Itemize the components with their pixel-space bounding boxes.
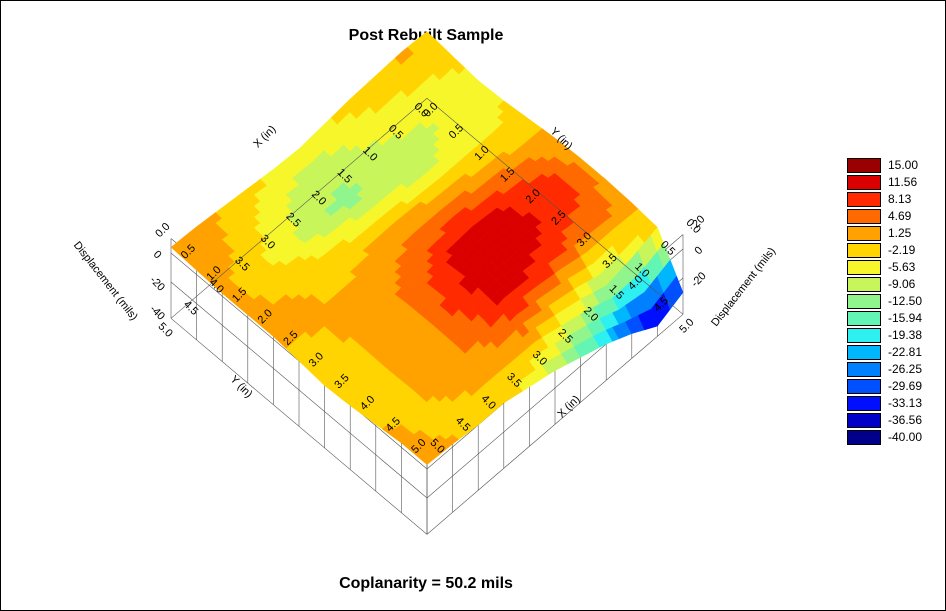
- y-axis-title: Y (in): [228, 373, 255, 400]
- z-axis-title-right: Displacement (mils): [709, 245, 778, 328]
- box-edges: [170, 97, 684, 319]
- wall-grid-line: [170, 277, 684, 499]
- legend-label: -22.81: [888, 345, 923, 359]
- legend-swatch: [847, 175, 881, 190]
- legend-label: -2.19: [888, 243, 916, 257]
- x-axis-title: X (in): [555, 393, 582, 420]
- legend-swatch: [847, 345, 881, 360]
- legend-swatch: [847, 158, 881, 173]
- legend-label: -33.13: [888, 396, 923, 410]
- legend-swatch: [847, 328, 881, 343]
- legend-label: -29.69: [888, 379, 923, 393]
- z-tick-label: -20: [147, 274, 167, 294]
- legend-swatch: [847, 396, 881, 411]
- z-tick-label-right: -20: [689, 270, 709, 290]
- legend-swatch: [847, 362, 881, 377]
- box-edge: [170, 97, 684, 319]
- legend-label: -12.50: [888, 294, 923, 308]
- wall-grid-line: [170, 314, 684, 535]
- legend-label: -15.94: [888, 311, 923, 325]
- coplanarity-text: Coplanarity = 50.2 mils: [339, 575, 513, 592]
- legend-label: -26.25: [888, 362, 923, 376]
- legend-swatch: [847, 294, 881, 309]
- legend-swatch: [847, 243, 881, 258]
- legend-label: 8.13: [888, 192, 912, 206]
- legend-swatch: [847, 379, 881, 394]
- legend-label: 1.25: [888, 226, 912, 240]
- z-axis-title-left: Displacement (mils): [71, 239, 140, 322]
- legend-swatch: [847, 430, 881, 445]
- legend-swatch: [847, 413, 881, 428]
- legend-swatch: [847, 192, 881, 207]
- legend-label: -9.06: [888, 277, 916, 291]
- legend-label: 15.00: [888, 158, 919, 172]
- surface-cell: [669, 275, 684, 302]
- legend-label: -40.00: [888, 430, 923, 444]
- legend-label: -19.38: [888, 328, 923, 342]
- z-tick-label: 0: [151, 248, 164, 261]
- y-tick-label: 4.5: [181, 298, 200, 317]
- legend-swatch: [847, 209, 881, 224]
- legend-swatch: [847, 260, 881, 275]
- y-tick-label: 5.0: [155, 320, 174, 339]
- legend-label: 4.69: [888, 209, 912, 223]
- z-tick-label-right: 0: [692, 244, 705, 257]
- legend-swatch: [847, 226, 881, 241]
- legend-swatch: [847, 311, 881, 326]
- surface: [170, 31, 684, 465]
- legend-label: -36.56: [888, 413, 923, 427]
- legend-label: -5.63: [888, 260, 916, 274]
- x-tick-label: 5.0: [677, 316, 696, 335]
- legend-label: 11.56: [888, 175, 918, 189]
- legend-swatch: [847, 277, 881, 292]
- x-axis-title-top: X (in): [251, 123, 278, 150]
- x-tick-label-top: 0.0: [153, 221, 172, 240]
